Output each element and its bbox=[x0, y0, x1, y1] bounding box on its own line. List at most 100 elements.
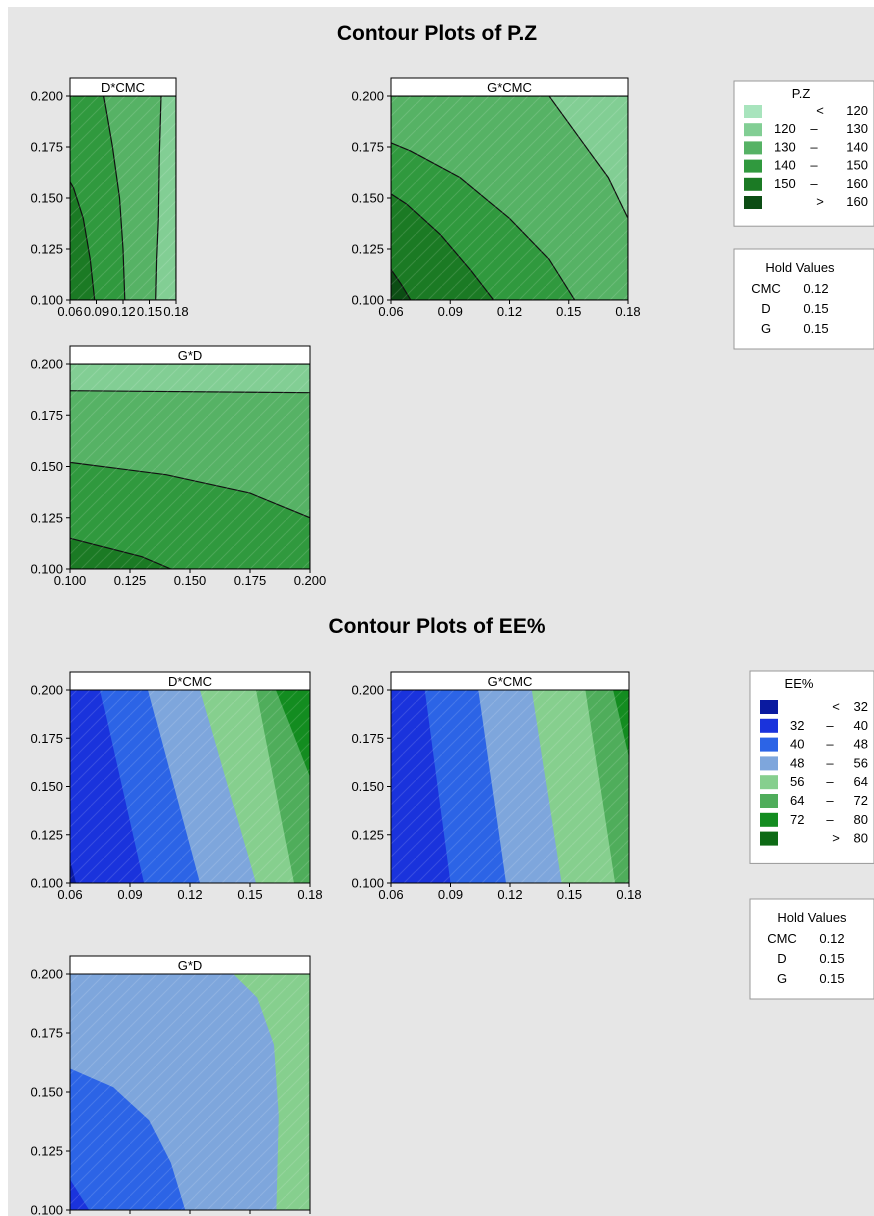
pz-panel-2-y-tick-label: 0.125 bbox=[351, 242, 384, 257]
ee-panel-2-title: G*CMC bbox=[488, 674, 533, 689]
ee-hold-value: 0.15 bbox=[819, 951, 844, 966]
ee-hold-factor: D bbox=[777, 951, 786, 966]
ee-legend-sep: – bbox=[826, 793, 834, 808]
pz-panel-3-mesh-texture bbox=[70, 364, 310, 569]
pz-panel-3: G*D 0.100 0.125 0.150 0.175 0.200 0.100 0.125 0.… bbox=[30, 345, 326, 588]
ee-legend-op: > bbox=[832, 831, 840, 846]
ee-legend-low: 40 bbox=[790, 737, 804, 752]
pz-panel-1-y-tick-label: 0.150 bbox=[30, 191, 63, 206]
ee-legend: EE% < 32 32 – 40 40 – 48 48 – 56 56 – 64 64 – 72 72 – 80 > 80 bbox=[749, 670, 874, 864]
ee-legend-op: < bbox=[832, 699, 840, 714]
pz-legend-swatch bbox=[744, 159, 762, 173]
pz-hold-factor: G bbox=[761, 321, 771, 336]
pz-legend-sep: – bbox=[810, 139, 818, 154]
pz-panel-2-x-tick-label: 0.09 bbox=[438, 304, 463, 319]
pz-hold-value: 0.15 bbox=[803, 321, 828, 336]
ee-legend-sep: – bbox=[826, 812, 834, 827]
ee-hold-value: 0.15 bbox=[819, 971, 844, 986]
pz-panel-2-y-tick-label: 0.150 bbox=[351, 191, 384, 206]
ee-panel-1-x-tick-label: 0.12 bbox=[177, 887, 202, 902]
ee-panel-3-mesh-texture bbox=[70, 974, 310, 1210]
pz-panel-2-title: G*CMC bbox=[487, 80, 532, 95]
ee-panel-1-mesh-texture bbox=[70, 690, 310, 883]
ee-panel-3-x-tick-label: 0.200 bbox=[294, 1214, 327, 1216]
ee-panel-1-y-tick-label: 0.100 bbox=[30, 876, 63, 891]
ee-hold-factor: G bbox=[777, 971, 787, 986]
pz-panel-3-y-tick-label: 0.175 bbox=[30, 408, 63, 423]
ee-legend-value: 40 bbox=[854, 718, 868, 733]
pz-panel-2-y-tick-label: 0.175 bbox=[351, 140, 384, 155]
ee-panel-3-contour-area bbox=[70, 974, 310, 1210]
ee-panel-2-y-tick-label: 0.125 bbox=[351, 827, 384, 842]
pz-legend-sep: – bbox=[810, 176, 818, 191]
pz-legend-value: 160 bbox=[846, 176, 868, 191]
pz-panel-2-x-tick-label: 0.06 bbox=[378, 304, 403, 319]
ee-panel-3-y-tick-label: 0.175 bbox=[30, 1026, 63, 1041]
pz-panel-1-y-tick-label: 0.200 bbox=[30, 89, 63, 104]
ee-panel-2-x-tick-label: 0.06 bbox=[378, 887, 403, 902]
pz-legend-value: 130 bbox=[846, 121, 868, 136]
ee-hold-value: 0.12 bbox=[819, 931, 844, 946]
pz-legend-value: 160 bbox=[846, 194, 868, 209]
pz-panel-2-y-tick-label: 0.200 bbox=[351, 89, 384, 104]
pz-legend-low: 120 bbox=[774, 121, 796, 136]
ee-legend-sep: – bbox=[826, 718, 834, 733]
ee-panel-3-x-tick-label: 0.125 bbox=[114, 1214, 147, 1216]
pz-panel-1-y-tick-label: 0.125 bbox=[30, 242, 63, 257]
ee-panel-1-x-tick-label: 0.09 bbox=[117, 887, 142, 902]
ee-legend-swatch bbox=[760, 812, 778, 827]
pz-legend-title: P.Z bbox=[792, 86, 811, 101]
pz-legend-low: 140 bbox=[774, 158, 796, 173]
ee-legend-swatch bbox=[760, 737, 778, 752]
chart-title-ee: Contour Plots of EE% bbox=[329, 615, 546, 638]
pz-panel-3-x-tick-label: 0.100 bbox=[54, 573, 87, 588]
pz-panel-2-contour-area bbox=[391, 96, 628, 300]
ee-legend-low: 32 bbox=[790, 718, 804, 733]
pz-panel-3-x-tick-label: 0.175 bbox=[234, 573, 267, 588]
ee-legend-swatch bbox=[760, 831, 778, 846]
pz-legend-low: 130 bbox=[774, 139, 796, 154]
left-strip bbox=[0, 0, 8, 1216]
ee-panel-1-y-tick-label: 0.200 bbox=[30, 683, 63, 698]
pz-legend-value: 120 bbox=[846, 103, 868, 118]
ee-legend-low: 48 bbox=[790, 755, 804, 770]
ee-panel-1-y-tick-label: 0.175 bbox=[30, 731, 63, 746]
ee-panel-2-x-tick-label: 0.12 bbox=[497, 887, 522, 902]
pz-hold-values-box bbox=[733, 248, 874, 350]
ee-legend-low: 56 bbox=[790, 774, 804, 789]
ee-panel-2-x-tick-label: 0.18 bbox=[616, 887, 641, 902]
ee-legend-sep: – bbox=[826, 755, 834, 770]
ee-panel-3-y-tick-label: 0.100 bbox=[30, 1203, 63, 1216]
ee-legend-value: 56 bbox=[854, 755, 868, 770]
pz-legend-swatch bbox=[744, 105, 762, 118]
ee-legend-swatch bbox=[760, 718, 778, 733]
pz-legend-swatch bbox=[744, 177, 762, 191]
pz-hold-values: Hold Values CMC 0.12 D 0.15 G 0.15 bbox=[733, 248, 874, 350]
pz-panel-1-mesh-texture bbox=[70, 96, 176, 300]
ee-legend-sep: – bbox=[826, 737, 834, 752]
pz-panel-3-x-tick-label: 0.150 bbox=[174, 573, 207, 588]
ee-panel-1-y-tick-label: 0.125 bbox=[30, 827, 63, 842]
pz-panel-2-header bbox=[390, 77, 629, 97]
chart-title-pz: Contour Plots of P.Z bbox=[337, 22, 537, 45]
pz-panel-1-header bbox=[69, 77, 177, 97]
ee-legend-title: EE% bbox=[785, 676, 814, 691]
ee-panel-1-title: D*CMC bbox=[168, 674, 212, 689]
pz-panel-3-header bbox=[69, 345, 311, 365]
ee-panel-3-header bbox=[69, 955, 311, 975]
pz-panel-2-y-tick-label: 0.100 bbox=[351, 293, 384, 308]
ee-panel-2-y-tick-label: 0.150 bbox=[351, 779, 384, 794]
pz-legend-op: > bbox=[816, 194, 824, 209]
ee-panel-1-contour-area bbox=[70, 690, 310, 883]
ee-panel-1: D*CMC 0.06 0.09 0.12 0.15 0.18 0.100 0.125 0.150… bbox=[30, 671, 323, 902]
pz-panel-3-y-tick-label: 0.150 bbox=[30, 459, 63, 474]
pz-panel-1-y-tick-label: 0.175 bbox=[30, 140, 63, 155]
pz-panel-1-x-tick-label: 0.06 bbox=[57, 304, 82, 319]
figure-root: Contour Plots of P.Z D*CMC 0.06 0.09 0.12 0.1… bbox=[30, 22, 874, 1216]
ee-panel-2: G*CMC 0.06 0.09 0.12 0.15 0.18 0.100 0.125 0.150… bbox=[351, 671, 642, 902]
ee-panel-3-y-tick-label: 0.125 bbox=[30, 1144, 63, 1159]
pz-legend-op: < bbox=[816, 103, 824, 118]
pz-legend-value: 150 bbox=[846, 158, 868, 173]
